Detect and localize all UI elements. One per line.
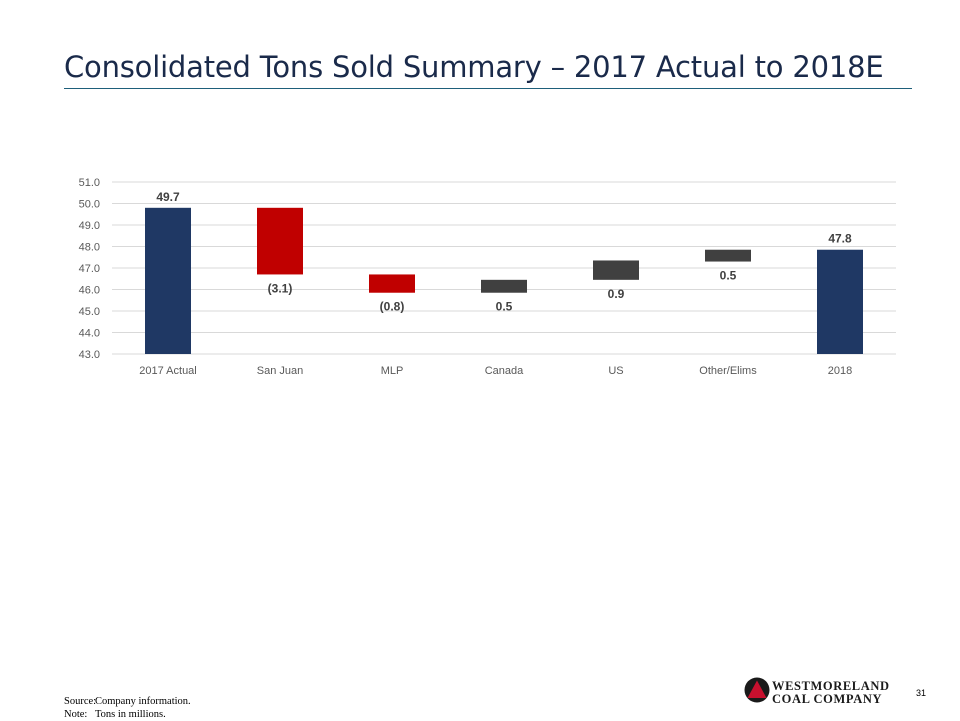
y-tick-label: 44.0 [79,328,100,340]
logo-line-2: COAL COMPANY [772,692,883,706]
data-label: 49.7 [156,190,180,204]
note-label: Note: [64,709,88,720]
data-label: (0.8) [380,300,405,314]
company-logo: WESTMORELAND COAL COMPANY [744,677,889,708]
bar-1 [257,207,303,275]
y-tick-label: 49.0 [79,220,100,232]
x-tick-label: 2017 Actual [139,365,197,377]
bar-5 [705,249,751,262]
logo-wordmark: WESTMORELAND COAL COMPANY [772,680,890,706]
x-tick-label: 2018 [828,365,852,377]
source-note: Source:Company information. [64,695,191,708]
data-label: 0.9 [608,287,625,301]
data-label: (3.1) [268,281,293,295]
data-label: 47.8 [828,232,852,246]
bar-0 [145,207,191,354]
footnotes: Source:Company information. Note: Tons in… [64,695,191,721]
bar-4 [593,260,639,280]
y-tick-label: 45.0 [79,306,100,318]
x-tick-label: Other/Elims [699,365,757,377]
y-tick-label: 43.0 [79,349,100,361]
page-number: 31 [916,688,927,698]
y-tick-label: 48.0 [79,242,100,254]
x-tick-label: US [608,365,623,377]
y-tick-label: 47.0 [79,263,100,275]
x-tick-label: MLP [381,365,404,377]
logo-line-1: WESTMORELAND [772,679,890,693]
source-label: Source: [64,696,97,707]
data-label: 0.5 [720,269,737,283]
x-tick-label: Canada [485,365,524,377]
bar-3 [481,279,527,293]
red-triangle-in-black-circle-icon [744,677,770,703]
note-text: Tons in millions. [95,709,166,720]
data-label: 0.5 [496,300,513,314]
source-text: Company information. [95,696,191,707]
page-title: Consolidated Tons Sold Summary – 2017 Ac… [64,50,884,84]
x-tick-label: San Juan [257,365,303,377]
y-tick-label: 51.0 [79,177,100,189]
y-tick-label: 50.0 [79,199,100,211]
bar-6 [817,249,863,354]
y-tick-label: 46.0 [79,285,100,297]
units-note: Note: Tons in millions. [64,708,191,721]
title-divider [64,88,912,89]
bar-2 [369,274,415,293]
